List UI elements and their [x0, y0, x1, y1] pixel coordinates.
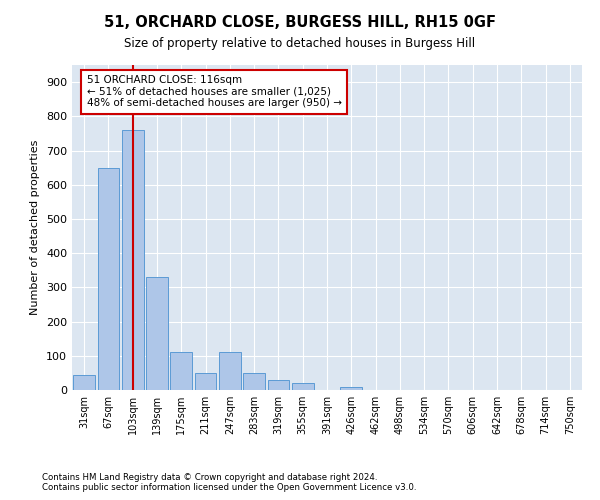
Text: Contains HM Land Registry data © Crown copyright and database right 2024.
Contai: Contains HM Land Registry data © Crown c…	[42, 473, 416, 492]
Text: Size of property relative to detached houses in Burgess Hill: Size of property relative to detached ho…	[124, 38, 476, 51]
Bar	[146, 277, 168, 390]
Bar	[97, 168, 119, 390]
Text: 51, ORCHARD CLOSE, BURGESS HILL, RH15 0GF: 51, ORCHARD CLOSE, BURGESS HILL, RH15 0G…	[104, 15, 496, 30]
Bar	[194, 373, 217, 390]
Bar	[73, 374, 95, 390]
Bar	[122, 130, 143, 390]
Text: 51 ORCHARD CLOSE: 116sqm
← 51% of detached houses are smaller (1,025)
48% of sem: 51 ORCHARD CLOSE: 116sqm ← 51% of detach…	[86, 76, 341, 108]
Bar	[219, 352, 241, 390]
Bar	[243, 373, 265, 390]
Y-axis label: Number of detached properties: Number of detached properties	[31, 140, 40, 315]
Bar	[292, 383, 314, 390]
Bar	[340, 386, 362, 390]
Bar	[170, 352, 192, 390]
Bar	[268, 380, 289, 390]
